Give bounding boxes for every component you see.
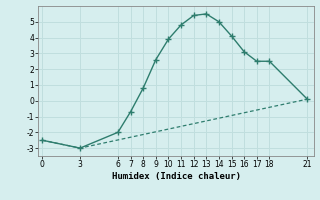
X-axis label: Humidex (Indice chaleur): Humidex (Indice chaleur) (111, 172, 241, 181)
